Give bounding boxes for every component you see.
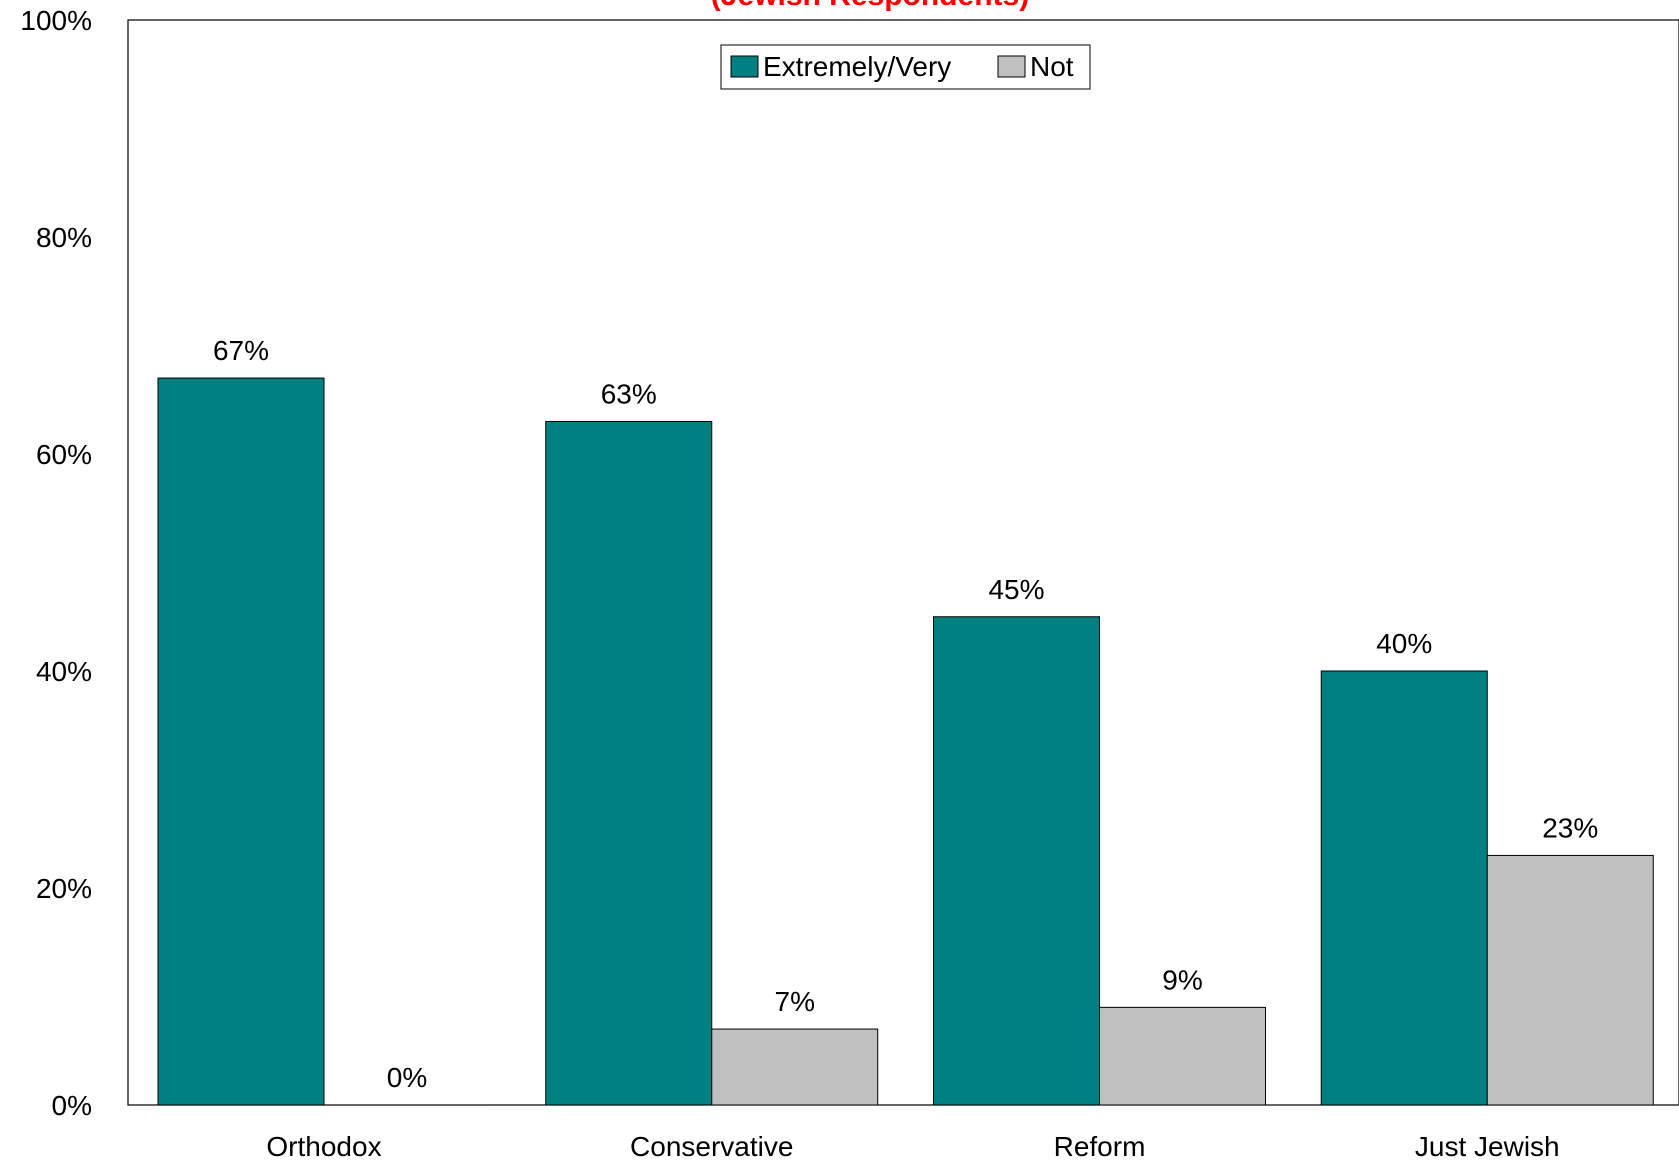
y-tick-label: 80% — [36, 222, 92, 253]
legend-box — [720, 44, 1091, 90]
bar-not — [711, 1028, 879, 1106]
bar-extremely-very — [933, 616, 1100, 1106]
bar-extremely-very — [157, 377, 325, 1106]
data-label: 9% — [1162, 964, 1202, 995]
x-category-label: Orthodox — [266, 1131, 381, 1162]
legend: Extremely/Very Not — [720, 44, 1091, 90]
bar-extremely-very — [545, 420, 713, 1106]
data-label: 0% — [387, 1062, 427, 1093]
legend-swatch — [997, 55, 1026, 78]
legend-swatch — [730, 55, 759, 78]
legend-label: Not — [1030, 51, 1074, 82]
chart-title: (Jewish Respondents) — [711, 0, 1029, 12]
y-axis: 0% 20% 40% 60% 80% 100% — [20, 5, 92, 1121]
data-label: 45% — [988, 574, 1044, 605]
bars — [157, 377, 1654, 1106]
y-tick-label: 20% — [36, 873, 92, 904]
bar-not — [1099, 1006, 1266, 1106]
y-tick-label: 0% — [52, 1090, 92, 1121]
y-tick-label: 100% — [20, 5, 92, 36]
data-label: 67% — [213, 335, 269, 366]
bar-extremely-very — [1320, 670, 1488, 1106]
y-tick-label: 60% — [36, 439, 92, 470]
data-label: 63% — [601, 378, 657, 409]
x-axis: Orthodox Conservative Reform Just Jewish — [266, 1131, 1559, 1162]
data-label: 40% — [1376, 628, 1432, 659]
legend-label: Extremely/Very — [763, 51, 951, 82]
data-labels: 67% 0% 63% 7% 45% 9% 40% 23% — [213, 335, 1598, 1093]
x-category-label: Conservative — [630, 1131, 793, 1162]
x-category-label: Reform — [1054, 1131, 1146, 1162]
bar-not — [1486, 854, 1654, 1106]
data-label: 7% — [775, 986, 815, 1017]
data-label: 23% — [1542, 812, 1598, 843]
x-category-label: Just Jewish — [1415, 1131, 1560, 1162]
y-tick-label: 40% — [36, 656, 92, 687]
